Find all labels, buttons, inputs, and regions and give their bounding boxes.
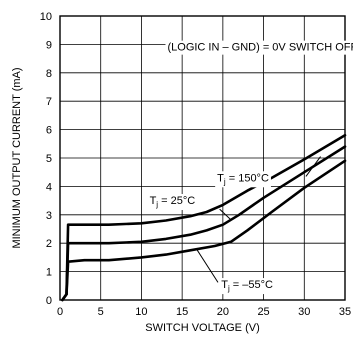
x-tick-label: 30 [298, 306, 310, 318]
label-25-background [147, 194, 198, 211]
y-tick-labels: 0 1 2 3 4 5 6 7 8 9 10 [40, 11, 52, 307]
y-axis-title: MINIMUM OUTPUT CURRENT (mA) [11, 67, 23, 248]
series-label-minus55c: Tj = –55°C [221, 279, 273, 293]
x-tick-label: 35 [339, 306, 351, 318]
y-tick-label: 1 [46, 267, 52, 279]
label-minus55-background [219, 278, 276, 295]
curves [61, 134, 347, 302]
series-label-25c: Tj = 25°C [150, 195, 196, 209]
x-tick-label: 0 [57, 306, 63, 318]
y-tick-label: 10 [40, 11, 52, 23]
y-tick-label: 3 [46, 210, 52, 222]
x-tick-label: 5 [98, 306, 104, 318]
series-label-150c: Tj = 150°C [217, 172, 269, 186]
x-tick-label: 25 [257, 306, 269, 318]
x-tick-label: 20 [217, 306, 229, 318]
y-tick-label: 4 [46, 181, 52, 193]
leader-minus55c [196, 249, 219, 283]
condition-label: (LOGIC IN – GND) = 0V SWITCH OFF [167, 42, 353, 54]
y-tick-label: 5 [46, 153, 52, 165]
leader-150c [305, 156, 321, 177]
series-line-3 [61, 159, 347, 302]
y-tick-label: 8 [46, 68, 52, 80]
x-tick-label: 15 [176, 306, 188, 318]
x-tick-label: 10 [135, 306, 147, 318]
x-axis-title: SWITCH VOLTAGE (V) [145, 322, 260, 334]
x-tick-labels: 0 5 10 15 20 25 30 35 [57, 306, 351, 318]
y-tick-label: 6 [46, 125, 52, 137]
leader-25c [219, 208, 232, 221]
plot-frame [59, 15, 346, 301]
series-line-1 [61, 134, 347, 302]
y-tick-label: 9 [46, 39, 52, 51]
y-tick-label: 2 [46, 238, 52, 250]
label-150-background [215, 171, 271, 188]
y-tick-label: 0 [46, 295, 52, 307]
condition-label-background [165, 40, 353, 55]
y-tick-label: 7 [46, 96, 52, 108]
series-line-2 [61, 145, 347, 302]
